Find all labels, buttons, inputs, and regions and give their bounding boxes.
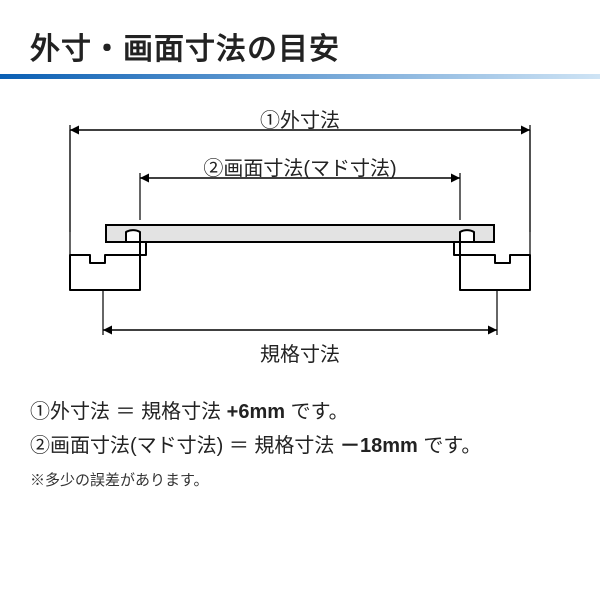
notes: ①外寸法 ＝ 規格寸法 +6mm です。 ②画面寸法(マド寸法) ＝ 規格寸法 … [30, 395, 481, 490]
note-window-value: －18mm [340, 435, 418, 457]
note-outer: ①外寸法 ＝ 規格寸法 +6mm です。 [30, 395, 481, 429]
title-rule [0, 74, 600, 79]
note-outer-value: +6mm [227, 401, 285, 423]
note-outer-suffix: です。 [285, 401, 349, 423]
window-dimension-label: ②画面寸法(マド寸法) [203, 152, 396, 181]
outer-dimension-label: ①外寸法 [260, 104, 340, 133]
note-outer-prefix: ①外寸法 ＝ 規格寸法 [30, 401, 227, 423]
note-window-prefix: ②画面寸法(マド寸法) ＝ 規格寸法 [30, 435, 340, 457]
note-window: ②画面寸法(マド寸法) ＝ 規格寸法 －18mm です。 [30, 429, 481, 463]
dimension-diagram: ①外寸法 ②画面寸法(マド寸法) 規格寸法 [0, 90, 600, 385]
note-tolerance: ※多少の誤差があります。 [30, 469, 481, 490]
page-title: 外寸・画面寸法の目安 [30, 24, 340, 68]
note-window-suffix: です。 [418, 435, 482, 457]
standard-dimension-label: 規格寸法 [260, 338, 340, 367]
